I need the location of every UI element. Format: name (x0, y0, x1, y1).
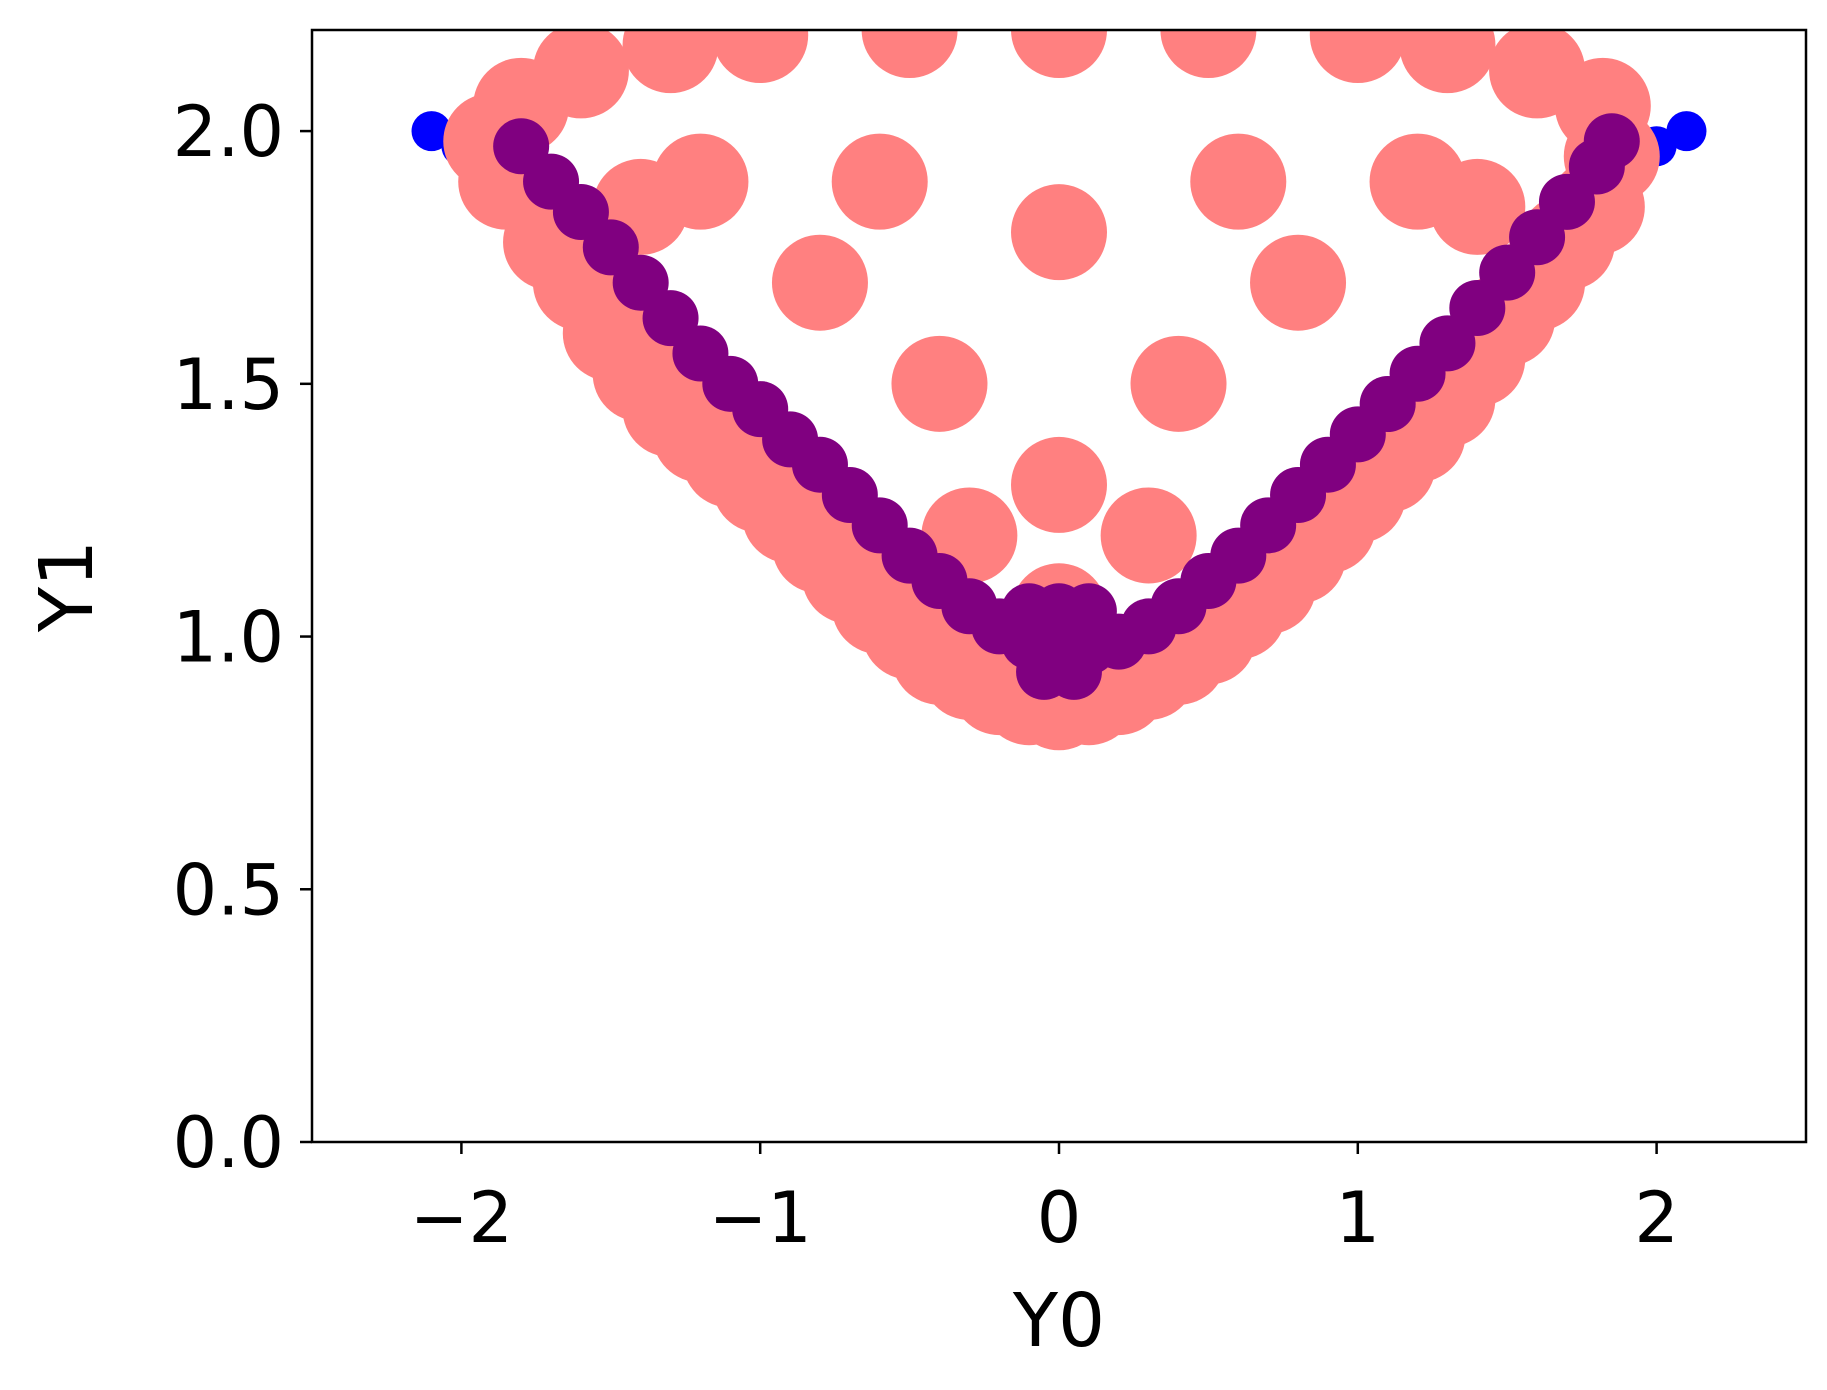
data-point (1666, 111, 1707, 152)
x-tick-label: 2 (1634, 1177, 1679, 1259)
y-tick-label: 2.0 (173, 91, 284, 173)
data-point (1190, 133, 1287, 230)
data-point (1011, 30, 1107, 78)
data-point (712, 30, 809, 84)
data-point (1045, 643, 1102, 700)
data-point (1583, 113, 1640, 170)
data-point (831, 133, 928, 230)
x-tick-label: 0 (1037, 1177, 1082, 1259)
series-1 (443, 30, 1660, 751)
y-tick-label: 1.5 (173, 344, 284, 426)
data-point (771, 234, 868, 331)
x-tick-label: −1 (709, 1177, 812, 1259)
data-point (1309, 30, 1406, 84)
data-point (1250, 234, 1347, 331)
data-point (1060, 583, 1117, 640)
data-layer (411, 30, 1707, 751)
data-point (1011, 436, 1107, 533)
data-point (891, 335, 988, 432)
data-point (622, 30, 719, 94)
data-point (411, 111, 452, 152)
data-point (1130, 335, 1227, 432)
data-point (532, 30, 629, 119)
y-tick-label: 0.0 (173, 1102, 284, 1184)
data-point (1489, 30, 1586, 119)
data-point (1100, 487, 1197, 584)
y-axis: 0.0 0.5 1.0 1.5 2.0 (173, 91, 312, 1184)
x-tick-label: −2 (410, 1177, 513, 1259)
y-tick-label: 1.0 (173, 597, 284, 679)
data-point (1429, 158, 1526, 255)
data-point (1160, 30, 1257, 78)
y-axis-label: Y1 (24, 540, 110, 633)
series-2 (493, 113, 1640, 700)
x-axis-label: Y0 (1012, 1278, 1105, 1364)
y-tick-label: 0.5 (173, 849, 284, 931)
data-point (1001, 583, 1058, 640)
data-point (1399, 30, 1496, 94)
x-tick-label: 1 (1336, 1177, 1381, 1259)
data-point (861, 30, 958, 78)
data-point (1011, 184, 1107, 281)
x-axis: −2 −1 0 1 2 (410, 1142, 1679, 1259)
